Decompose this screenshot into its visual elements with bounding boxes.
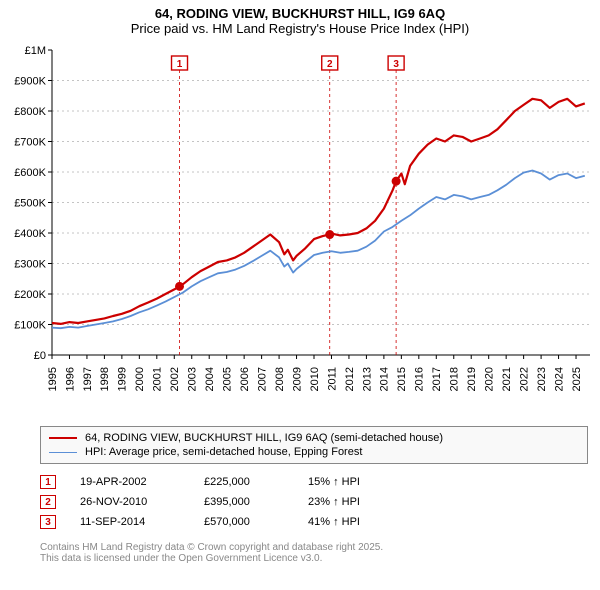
y-tick-label: £600K (14, 167, 46, 179)
footer-attribution: Contains HM Land Registry data © Crown c… (40, 542, 588, 564)
x-tick-label: 2008 (274, 367, 286, 391)
x-tick-label: 2002 (169, 367, 181, 391)
y-tick-label: £500K (14, 198, 46, 210)
series-property (52, 99, 585, 324)
event-row: 2 26-NOV-2010 £395,000 23% ↑ HPI (40, 492, 588, 512)
event-row-price: £395,000 (204, 496, 284, 508)
x-tick-label: 2025 (571, 367, 583, 391)
event-marker-number: 1 (177, 59, 183, 70)
y-tick-label: £0 (34, 350, 46, 362)
x-tick-label: 2012 (344, 367, 356, 391)
x-tick-label: 2005 (222, 367, 234, 391)
x-tick-label: 2014 (379, 367, 391, 391)
chart-container: 64, RODING VIEW, BUCKHURST HILL, IG9 6AQ… (0, 0, 600, 564)
x-tick-label: 2003 (187, 367, 199, 391)
event-row-hpi: 23% ↑ HPI (308, 496, 408, 508)
x-tick-label: 2011 (326, 367, 338, 391)
event-row-marker: 2 (40, 495, 56, 509)
x-tick-label: 2006 (239, 367, 251, 391)
chart-title: 64, RODING VIEW, BUCKHURST HILL, IG9 6AQ (0, 0, 600, 21)
y-tick-label: £300K (14, 259, 46, 271)
y-tick-label: £700K (14, 137, 46, 149)
x-tick-label: 2015 (396, 367, 408, 391)
event-marker-dot (392, 177, 401, 186)
x-tick-label: 2001 (152, 367, 164, 391)
event-marker-number: 2 (327, 59, 333, 70)
event-row-hpi: 15% ↑ HPI (308, 476, 408, 488)
x-tick-label: 2000 (134, 367, 146, 391)
x-tick-label: 2023 (536, 367, 548, 391)
x-tick-label: 1998 (99, 367, 111, 391)
x-tick-label: 1999 (117, 367, 129, 391)
legend-row: HPI: Average price, semi-detached house,… (49, 445, 579, 459)
legend-swatch (49, 452, 77, 453)
event-row-price: £570,000 (204, 516, 284, 528)
x-tick-label: 2018 (449, 367, 461, 391)
event-row-price: £225,000 (204, 476, 284, 488)
event-row-hpi: 41% ↑ HPI (308, 516, 408, 528)
y-tick-label: £400K (14, 228, 46, 240)
event-row: 1 19-APR-2002 £225,000 15% ↑ HPI (40, 472, 588, 492)
footer-line-2: This data is licensed under the Open Gov… (40, 553, 588, 564)
series-hpi (52, 171, 585, 329)
x-tick-label: 2013 (361, 367, 373, 391)
y-tick-label: £800K (14, 106, 46, 118)
event-row-marker: 3 (40, 515, 56, 529)
x-tick-label: 2017 (431, 367, 443, 391)
legend-label: 64, RODING VIEW, BUCKHURST HILL, IG9 6AQ… (85, 432, 443, 444)
event-marker-number: 3 (393, 59, 399, 70)
chart-svg: £0 £100K £200K £300K £400K £500K £600K £700K £80… (0, 40, 600, 420)
chart-subtitle: Price paid vs. HM Land Registry's House … (0, 21, 600, 40)
x-tick-label: 2020 (484, 367, 496, 391)
x-tick-label: 2009 (291, 367, 303, 391)
footer-line-1: Contains HM Land Registry data © Crown c… (40, 542, 588, 553)
event-row-marker: 1 (40, 475, 56, 489)
chart-plot-area: £0 £100K £200K £300K £400K £500K £600K £700K £80… (0, 40, 600, 420)
y-tick-label: £200K (14, 289, 46, 301)
legend: 64, RODING VIEW, BUCKHURST HILL, IG9 6AQ… (40, 426, 588, 464)
x-tick-label: 1996 (64, 367, 76, 391)
event-row-date: 26-NOV-2010 (80, 496, 180, 508)
legend-label: HPI: Average price, semi-detached house,… (85, 446, 362, 458)
x-tick-label: 2007 (256, 367, 268, 391)
legend-row: 64, RODING VIEW, BUCKHURST HILL, IG9 6AQ… (49, 431, 579, 445)
x-tick-label: 2019 (466, 367, 478, 391)
event-row-date: 19-APR-2002 (80, 476, 180, 488)
x-tick-label: 2016 (414, 367, 426, 391)
x-tick-label: 2021 (501, 367, 513, 391)
event-row: 3 11-SEP-2014 £570,000 41% ↑ HPI (40, 512, 588, 532)
x-tick-label: 1995 (47, 367, 59, 391)
event-row-date: 11-SEP-2014 (80, 516, 180, 528)
y-tick-label: £900K (14, 76, 46, 88)
events-table: 1 19-APR-2002 £225,000 15% ↑ HPI 2 26-NOV-201… (40, 472, 588, 532)
x-tick-label: 2004 (204, 367, 216, 391)
legend-swatch (49, 437, 77, 439)
x-tick-label: 2010 (309, 367, 321, 391)
y-tick-label: £100K (14, 320, 46, 332)
x-tick-label: 1997 (82, 367, 94, 391)
y-tick-label: £1M (25, 45, 46, 57)
x-tick-label: 2024 (553, 367, 565, 391)
event-marker-dot (175, 282, 184, 291)
x-tick-label: 2022 (518, 367, 530, 391)
event-marker-dot (325, 230, 334, 239)
